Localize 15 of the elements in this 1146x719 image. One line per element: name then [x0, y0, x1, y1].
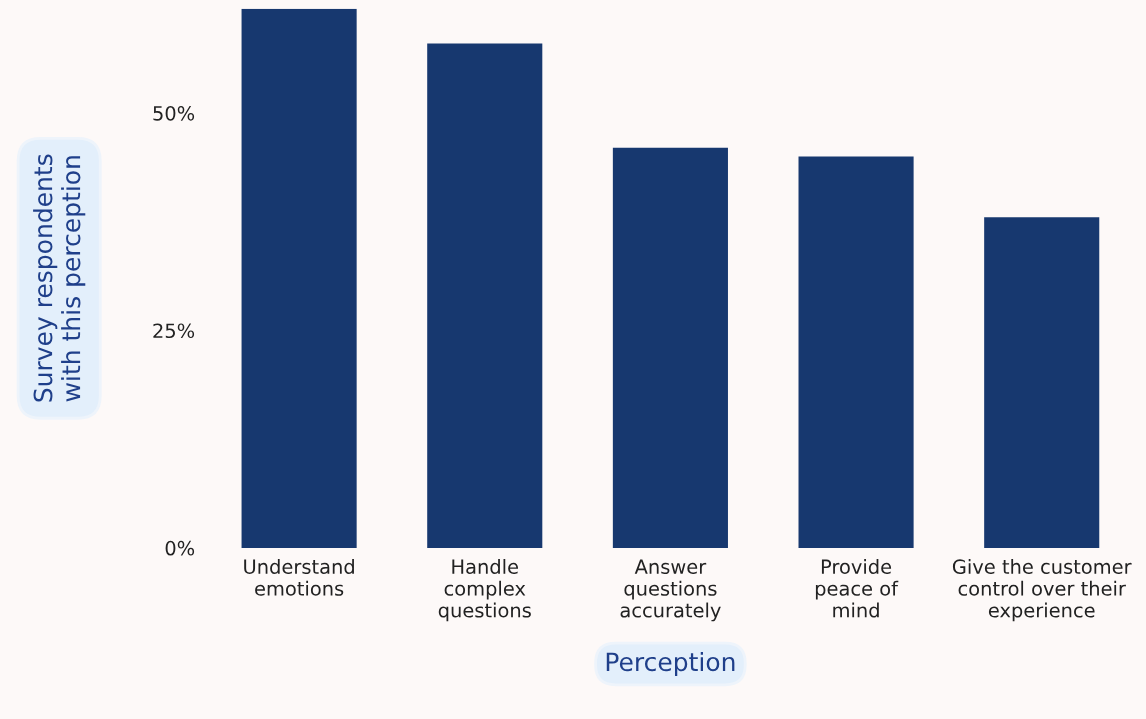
- bar: [984, 217, 1100, 548]
- x-tick-label: Provide peace of mind: [815, 558, 899, 618]
- x-tick-label: Understand emotions: [244, 558, 354, 596]
- y-tick-label: 50%: [153, 105, 195, 121]
- bar: [241, 8, 357, 548]
- x-tick-label: Handle complex questions: [438, 558, 531, 622]
- y-axis-title: Survey respondents with this perception: [33, 154, 86, 402]
- bar: [612, 147, 728, 548]
- y-tick-label: 0%: [165, 540, 195, 556]
- bar: [427, 43, 543, 548]
- y-tick-label: 25%: [153, 323, 195, 339]
- x-tick-label: Give the customer control over their experience: [952, 558, 1132, 622]
- x-axis-title: Perception: [606, 651, 735, 677]
- bar: [798, 156, 914, 548]
- x-tick-label: Answer questions accurately: [620, 559, 721, 622]
